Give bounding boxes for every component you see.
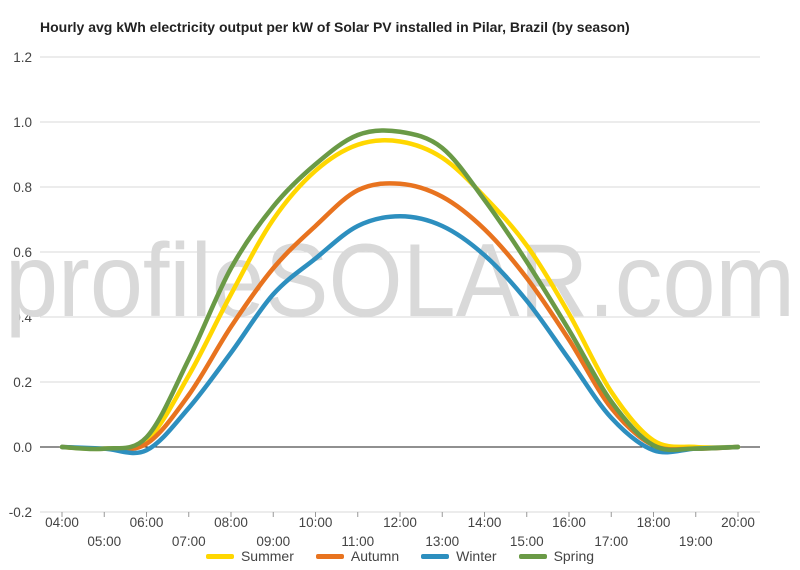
- x-tick-label: 09:00: [256, 534, 290, 549]
- legend-label: Autumn: [350, 548, 400, 564]
- y-tick-label: 0.4: [13, 310, 32, 325]
- x-tick-label: 14:00: [468, 515, 502, 530]
- legend-swatch: [421, 553, 450, 559]
- y-tick-label: -0.2: [9, 505, 32, 520]
- y-tick-label: 1.0: [13, 115, 32, 130]
- y-tick-label: 0.6: [13, 245, 32, 260]
- series-line-autumn: [59, 181, 741, 452]
- series-line-spring: [59, 128, 741, 453]
- legend-swatch: [205, 553, 234, 559]
- y-tick-label: 0.2: [13, 375, 32, 390]
- legend-item-summer: Summer: [205, 548, 294, 564]
- x-tick-label: 13:00: [425, 534, 459, 549]
- legend-item-spring: Spring: [518, 548, 595, 564]
- legend-label: Summer: [240, 548, 294, 564]
- x-tick-label: 16:00: [552, 515, 586, 530]
- legend-label: Winter: [456, 548, 497, 564]
- x-tick-label: 15:00: [510, 534, 544, 549]
- x-tick-label: 17:00: [594, 534, 628, 549]
- series-line-summer: [59, 138, 741, 452]
- x-tick-label: 05:00: [87, 534, 121, 549]
- x-tick-label: 19:00: [679, 534, 713, 549]
- x-tick-label: 10:00: [299, 515, 333, 530]
- chart-title: Hourly avg kWh electricity output per kW…: [40, 19, 630, 35]
- x-tick-label: 20:00: [721, 515, 755, 530]
- legend-swatch: [315, 553, 344, 559]
- x-tick-label: 07:00: [172, 534, 206, 549]
- x-tick-label: 12:00: [383, 515, 417, 530]
- legend-label: Spring: [553, 548, 595, 564]
- series-line-winter: [59, 214, 741, 456]
- legend-item-winter: Winter: [421, 548, 497, 564]
- x-tick-label: 08:00: [214, 515, 248, 530]
- y-tick-label: 1.2: [13, 50, 32, 65]
- x-tick-label: 04:00: [45, 515, 79, 530]
- y-tick-label: 0.8: [13, 180, 32, 195]
- legend: Summer Autumn Winter Spring: [0, 548, 800, 564]
- x-tick-label: 06:00: [130, 515, 164, 530]
- legend-swatch: [518, 553, 547, 559]
- legend-item-autumn: Autumn: [315, 548, 400, 564]
- y-tick-label: 0.0: [13, 440, 32, 455]
- watermark: profileSOLAR.com: [5, 223, 795, 339]
- x-tick-label: 11:00: [341, 534, 374, 549]
- x-tick-label: 18:00: [637, 515, 671, 530]
